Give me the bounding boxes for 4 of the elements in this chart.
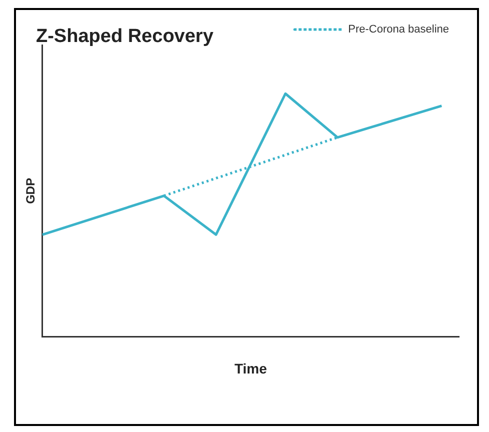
x-axis-title: Time <box>234 360 268 376</box>
legend-label: Pre-Corona baseline <box>348 24 449 36</box>
y-axis-title: GDP <box>24 178 38 204</box>
chart-title: Z-Shaped Recovery <box>36 26 214 48</box>
